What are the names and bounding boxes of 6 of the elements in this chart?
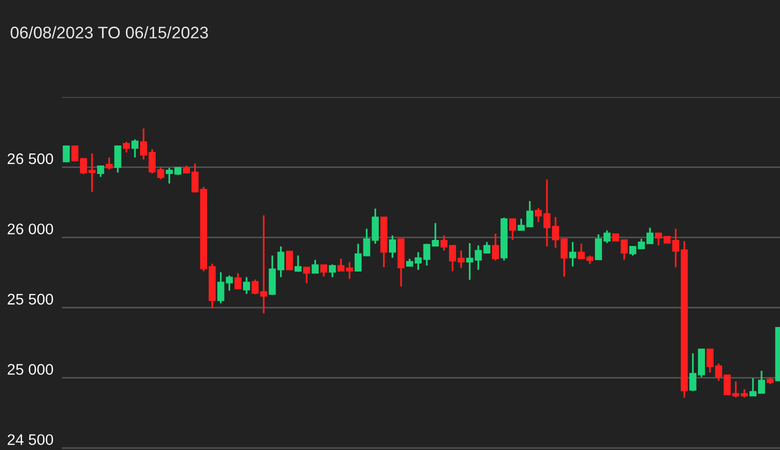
chart-title: 06/08/2023 TO 06/15/2023: [10, 26, 208, 38]
y-tick-label: 25 000: [8, 364, 54, 375]
y-tick-label: 24 500: [8, 434, 54, 446]
y-tick-label: 26 500: [8, 153, 54, 164]
y-tick-label: 26 000: [8, 224, 54, 234]
y-tick-label: 25 500: [8, 294, 54, 305]
